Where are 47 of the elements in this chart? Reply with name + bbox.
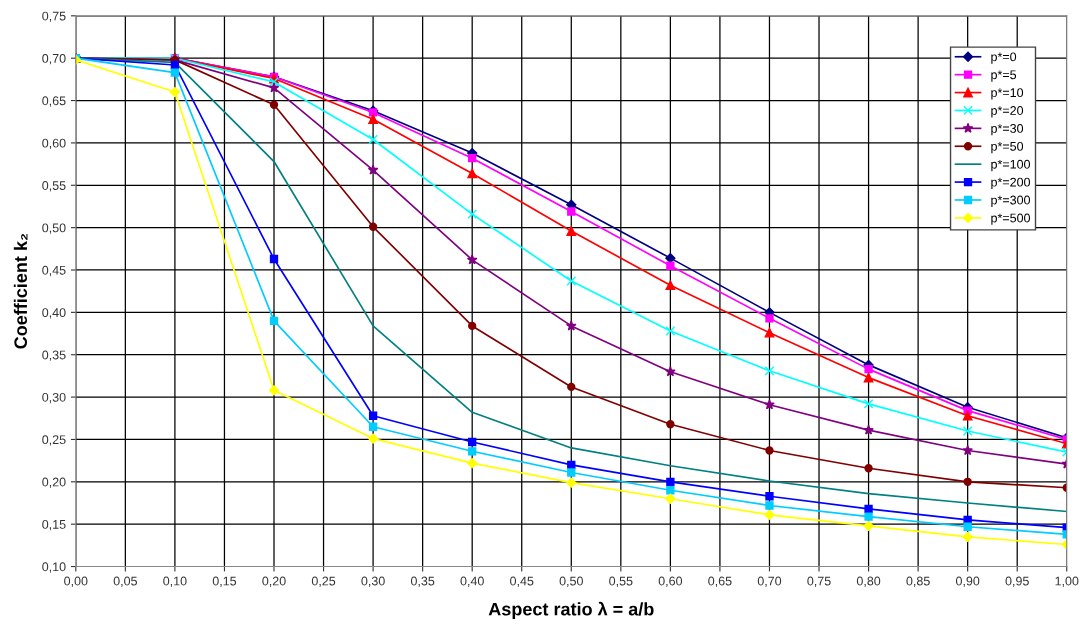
y-tick-label: 0,40: [42, 308, 66, 319]
y-axis-title: Coefficient k₂: [13, 233, 28, 349]
x-tick-label: 0,25: [311, 576, 336, 587]
x-tick-label: 0,65: [708, 576, 732, 587]
x-tick-label: 1,00: [1055, 576, 1079, 587]
y-tick-label: 0,25: [42, 435, 66, 446]
x-tick-label: 0,45: [510, 576, 534, 587]
y-tick-label: 0,45: [42, 265, 66, 277]
legend-label: p*=20: [991, 106, 1024, 118]
x-tick-label: 0,15: [212, 576, 237, 587]
legend-label: p*=300: [991, 195, 1031, 207]
x-axis-title: Aspect ratio λ = a/b: [488, 601, 654, 620]
x-tick-label: 0,90: [955, 576, 980, 587]
y-tick-label: 0,70: [42, 53, 66, 65]
legend-label: p*=500: [991, 213, 1031, 225]
x-tick-label: 0,50: [559, 576, 583, 587]
x-tick-label: 0,80: [856, 576, 881, 587]
legend-label: p*=5: [991, 70, 1017, 82]
x-tick-label: 0,40: [460, 576, 484, 587]
y-tick-label: 0,50: [42, 223, 66, 234]
y-tick-label: 0,75: [42, 11, 66, 22]
x-tick-label: 0,55: [609, 576, 633, 587]
y-tick-label: 0,30: [42, 392, 66, 404]
x-tick-label: 0,75: [807, 576, 831, 587]
x-tick-label: 0,10: [163, 576, 187, 587]
x-tick-label: 0,30: [361, 576, 385, 587]
legend-label: p*=100: [991, 159, 1031, 172]
y-tick-label: 0,55: [42, 181, 66, 192]
y-tick-label: 0,35: [42, 350, 66, 361]
legend-label: p*=30: [991, 124, 1024, 136]
x-tick-label: 0,60: [658, 576, 683, 587]
x-tick-label: 0,70: [757, 576, 782, 587]
legend-label: p*=0: [991, 52, 1017, 64]
x-tick-label: 0,00: [64, 576, 88, 587]
y-tick-label: 0,10: [42, 562, 66, 573]
x-tick-label: 0,35: [410, 576, 435, 587]
legend-label: p*=50: [991, 141, 1024, 154]
y-tick-label: 0,65: [42, 96, 66, 107]
x-tick-label: 0,95: [1005, 576, 1029, 587]
x-tick-label: 0,20: [262, 576, 286, 587]
y-tick-label: 0,20: [42, 477, 66, 488]
legend-label: p*=10: [991, 88, 1024, 100]
x-tick-label: 0,85: [906, 576, 930, 587]
legend-label: p*=200: [991, 177, 1031, 190]
y-tick-label: 0,60: [42, 138, 66, 150]
x-tick-label: 0,05: [113, 576, 137, 587]
y-tick-label: 0,15: [42, 519, 66, 531]
